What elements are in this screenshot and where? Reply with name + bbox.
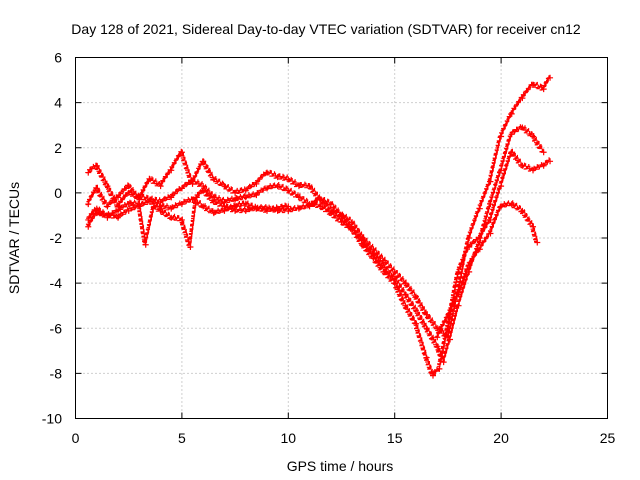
y-tick-label: -10: [42, 411, 62, 427]
axis-ticks: 0 5 10 15 20 25 -10 -8 -6 -4 -2 0 2 4 6: [42, 50, 616, 447]
data-series-layer: [85, 74, 554, 379]
x-tick-label: 15: [387, 430, 403, 446]
x-tick-label: 10: [281, 430, 297, 446]
y-tick-label: 0: [54, 185, 62, 201]
y-tick-label: -8: [50, 365, 63, 381]
y-tick-label: 6: [54, 50, 62, 66]
x-tick-label: 20: [493, 430, 509, 446]
series-trace: [85, 196, 538, 338]
series-track-4: [85, 196, 541, 341]
y-tick-label: -2: [50, 230, 63, 246]
grid: [75, 57, 608, 419]
y-tick-label: 2: [54, 140, 62, 156]
y-tick-label: -6: [50, 320, 63, 336]
y-tick-label: -4: [50, 275, 63, 291]
x-tick-label: 5: [178, 430, 186, 446]
y-tick-label: 4: [54, 95, 62, 111]
x-axis-label: GPS time / hours: [287, 458, 394, 474]
chart-title: Day 128 of 2021, Sidereal Day-to-day VTE…: [71, 21, 581, 37]
series-trace: [86, 148, 550, 376]
x-tick-label: 0: [72, 430, 80, 446]
series-track-2: [85, 124, 547, 366]
y-axis-label: SDTVAR / TECUs: [6, 182, 22, 294]
x-tick-label: 25: [600, 430, 616, 446]
